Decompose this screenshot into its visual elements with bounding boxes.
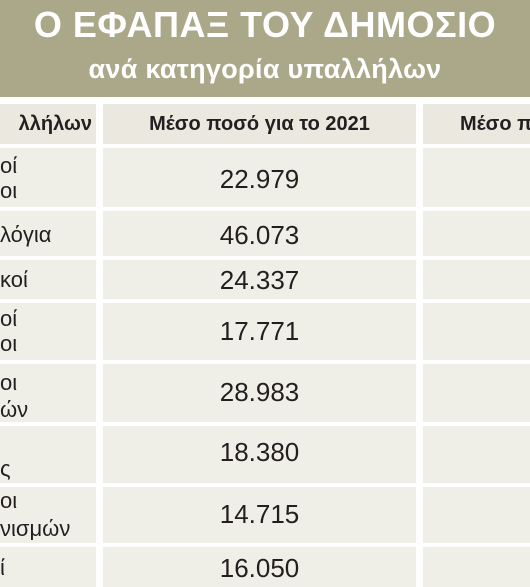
column-header-avg-2021: Μέσο ποσό για το 2021 — [103, 104, 416, 144]
table-row-value: 22.979 — [103, 148, 416, 207]
table-row-value: 28.983 — [103, 364, 416, 422]
table-row-value: 17.771 — [103, 303, 416, 360]
table-row-value: 14.715 — [103, 487, 416, 543]
table-row-label: λόγια — [0, 211, 96, 256]
table-row-value2 — [423, 364, 530, 422]
title-banner: Ο ΕΦΑΠΑΞ ΤΟΥ ΔΗΜΟΣΙΟ ανά κατηγορία υπαλλ… — [0, 0, 530, 97]
page-title: Ο ΕΦΑΠΑΞ ΤΟΥ ΔΗΜΟΣΙΟ — [33, 4, 497, 45]
table-row-value2 — [423, 260, 530, 299]
table-row-label: οί οι — [0, 303, 96, 360]
table-row-label: ς — [0, 426, 96, 483]
table-row-label: ί — [0, 547, 96, 587]
table-row-value: 18.380 — [103, 426, 416, 483]
table-row-value2 — [423, 148, 530, 207]
table-row-value: 24.337 — [103, 260, 416, 299]
table-row-label: οι νισμών — [0, 487, 96, 543]
table-row-value: 16.050 — [103, 547, 416, 587]
column-header-category: λλήλων — [0, 104, 96, 144]
table-row-label: οί οι — [0, 148, 96, 207]
column-header-avg-2: Μέσο π — [423, 104, 530, 144]
table-row-label: κοί — [0, 260, 96, 299]
table-row-value2 — [423, 426, 530, 483]
page-subtitle: ανά κατηγορία υπαλλήλων — [88, 54, 442, 84]
table-row-value2 — [423, 487, 530, 543]
table-row-value2 — [423, 303, 530, 360]
table-row-label: οι ών — [0, 364, 96, 422]
table-row-value2 — [423, 547, 530, 587]
table-row-value: 46.073 — [103, 211, 416, 256]
table-row-value2 — [423, 211, 530, 256]
